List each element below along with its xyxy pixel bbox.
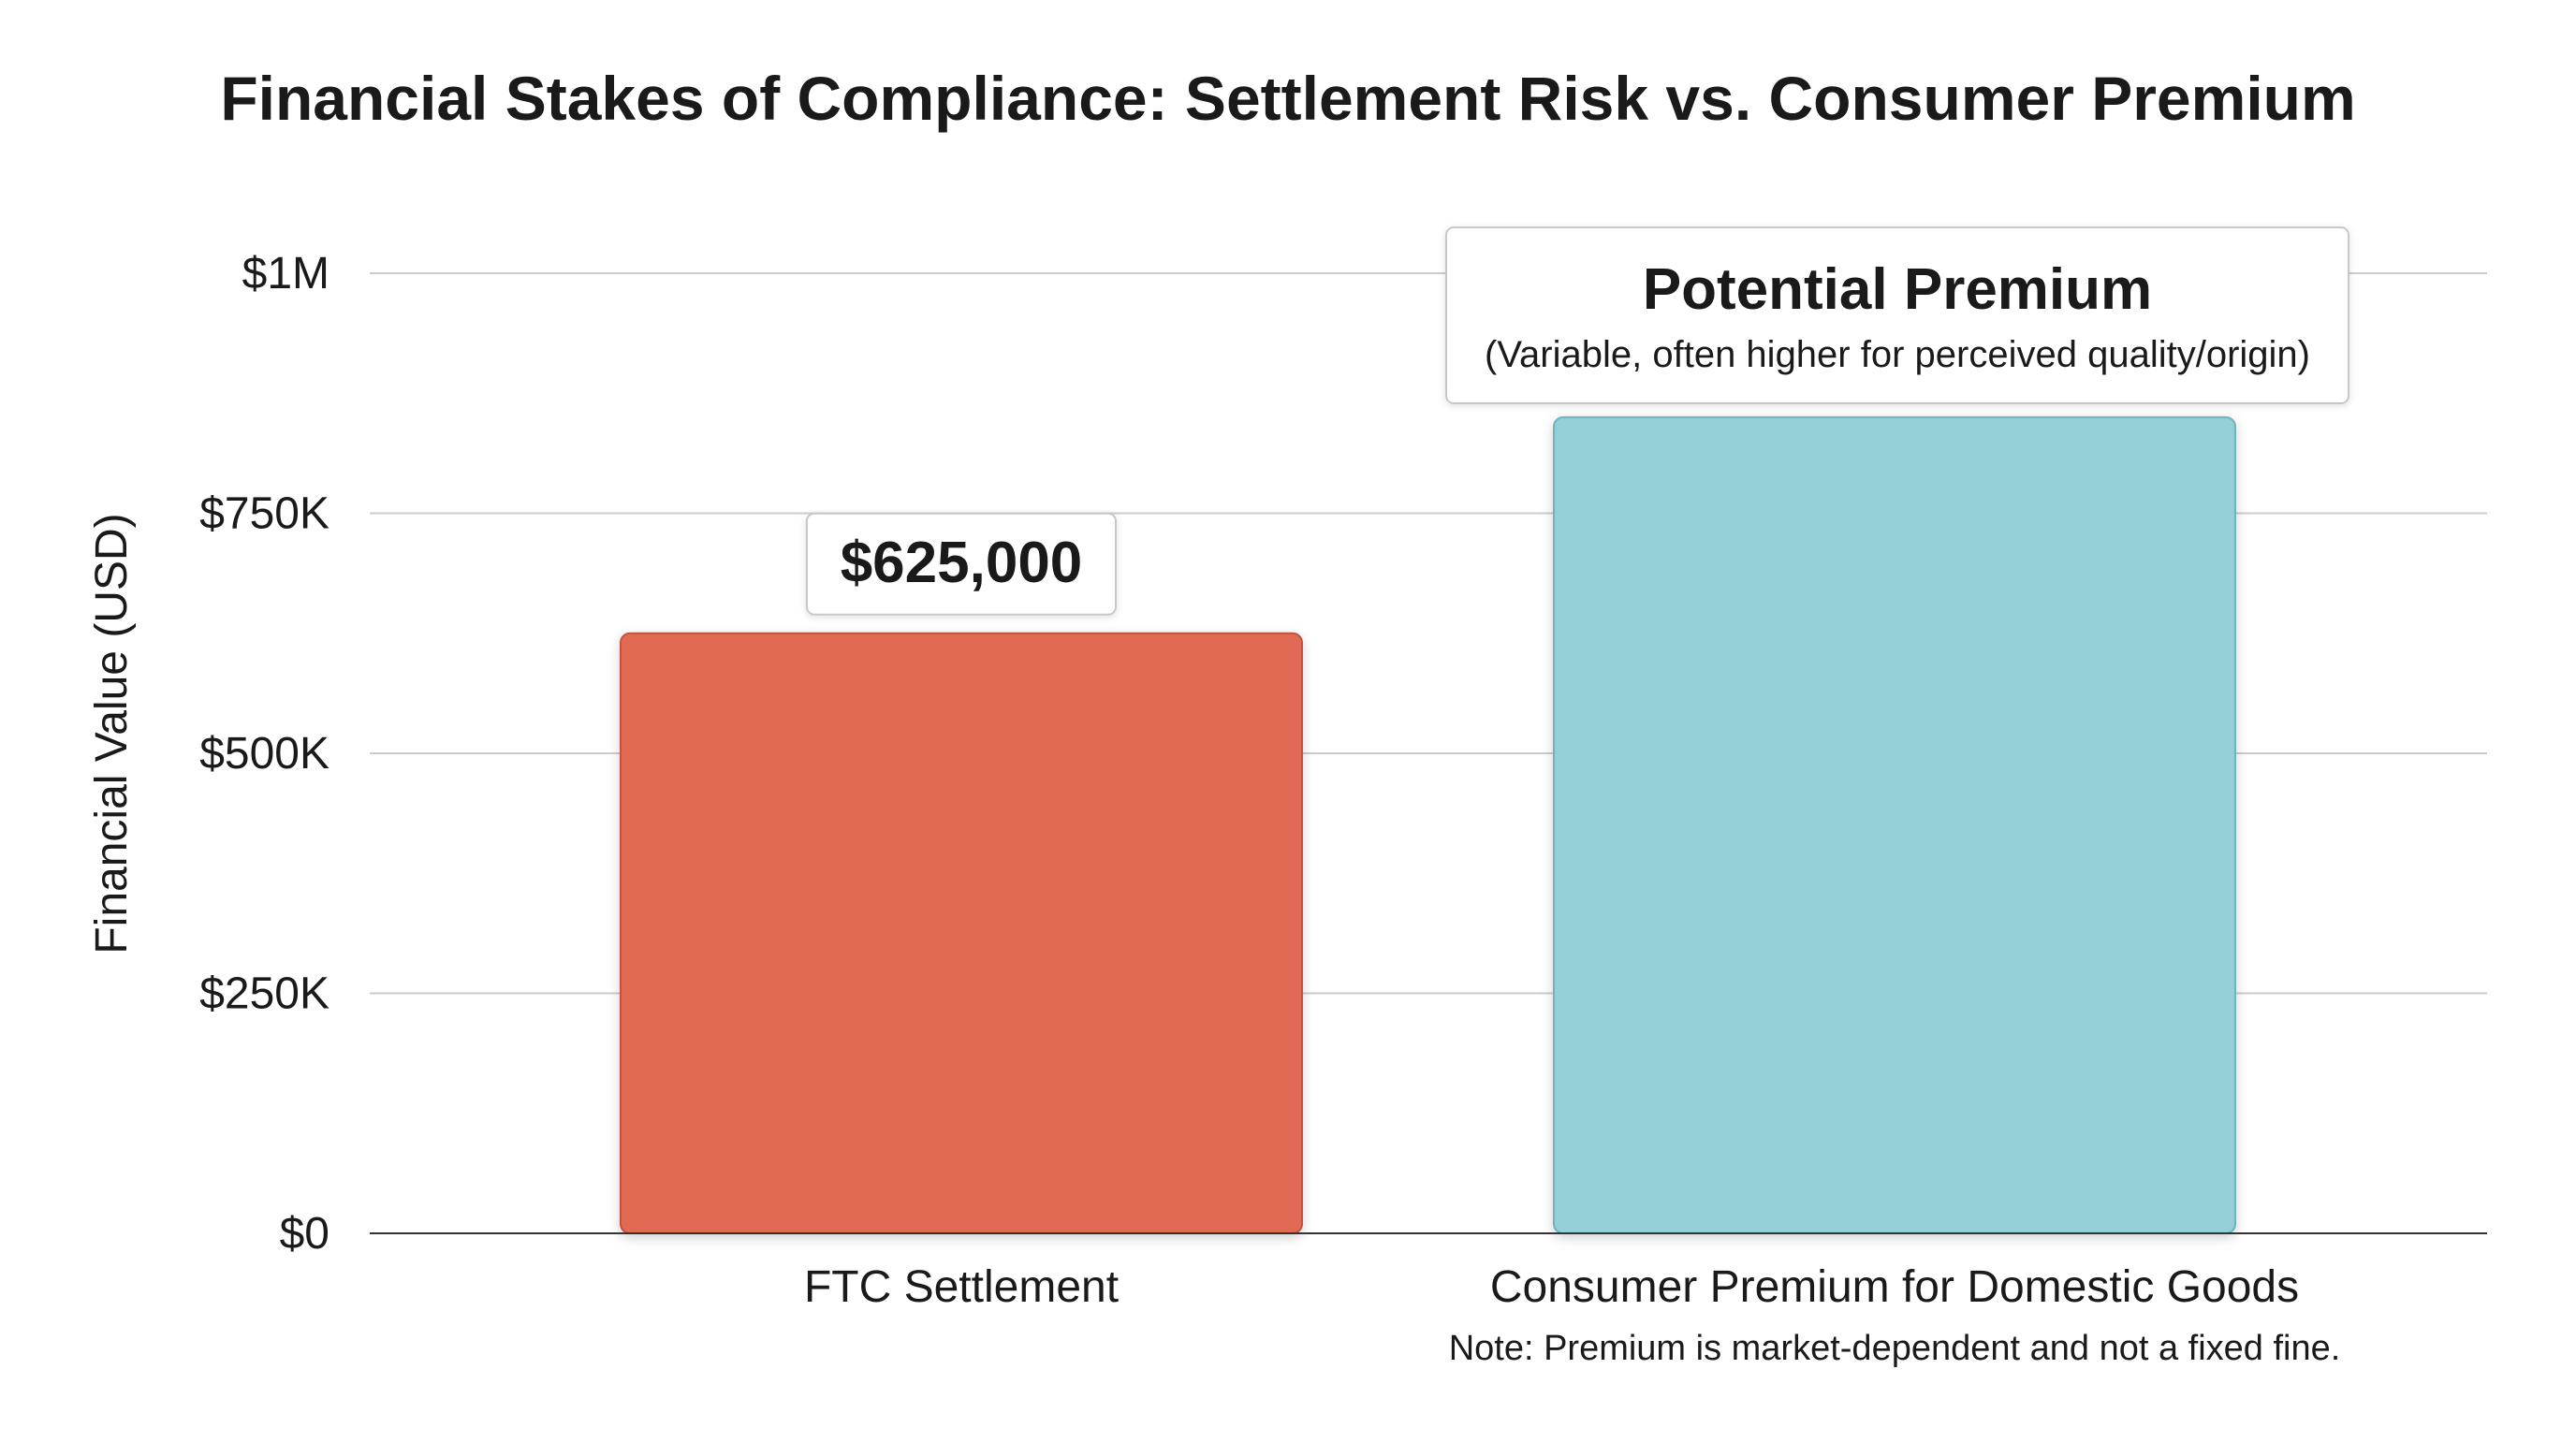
data-label: $625,000 [841,531,1083,595]
y-axis-ticks: $0 $250K $500K $750K $1M [199,249,329,1259]
y-tick-label: $0 [280,1209,329,1259]
data-label-box-frame [806,512,1117,616]
premium-callout-subtitle: (Variable, often higher for perceived qu… [1485,334,2310,375]
bar-ftc-settlement [620,632,1303,1234]
bars [620,415,2236,1234]
y-tick-label: $500K [199,729,329,779]
y-tick-label: $250K [199,969,329,1019]
bar-annotations: $625,000 Potential Premium (Variable, ofte… [806,226,2349,616]
y-tick-label: $1M [242,249,329,299]
chart-title: Financial Stakes of Compliance: Settleme… [220,64,2355,133]
x-tick-label: Consumer Premium for Domestic Goods [1490,1262,2299,1312]
premium-callout-title: Potential Premium [1643,257,2152,322]
x-axis-labels: FTC Settlement Consumer Premium for Domes… [804,1262,2299,1312]
x-tick-label: FTC Settlement [804,1262,1119,1312]
y-tick-label: $750K [199,489,329,539]
footnote: Note: Premium is market-dependent and no… [1449,1329,2341,1368]
premium-callout-box: Potential Premium (Variable, often higher… [1445,226,2349,404]
bar-consumer-premium [1553,415,2236,1234]
premium-callout-frame [1445,226,2349,404]
data-label-box: $625,000 [806,512,1117,616]
y-axis-label: Financial Value (USD) [87,513,137,954]
